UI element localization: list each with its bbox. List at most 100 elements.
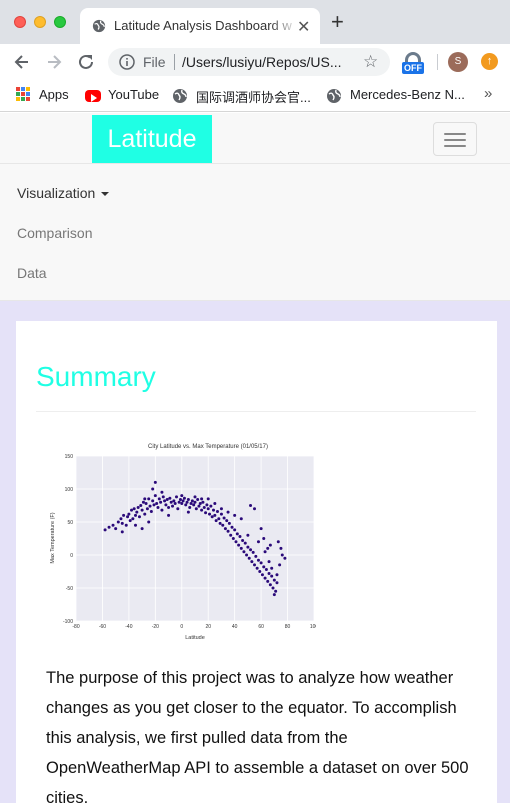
divider xyxy=(36,411,476,412)
scatter-point xyxy=(164,503,168,507)
url-text: /Users/lusiyu/Repos/US... xyxy=(182,54,342,70)
nav-item-visualization[interactable]: Visualization xyxy=(17,185,110,201)
scatter-point xyxy=(143,512,147,516)
brand-logo[interactable]: Latitude xyxy=(92,115,212,163)
scatter-point xyxy=(234,540,238,544)
scatter-point xyxy=(176,507,180,511)
scatter-point xyxy=(193,500,197,504)
navbar-toggle-button[interactable] xyxy=(433,122,477,156)
scatter-point xyxy=(163,499,167,503)
scatter-point xyxy=(149,509,153,513)
chart-ylabel: Max Temperature (F) xyxy=(50,512,56,563)
scatter-point xyxy=(267,560,271,564)
scatter-point xyxy=(219,512,223,516)
globe-icon xyxy=(92,19,106,33)
close-tab-icon[interactable]: ✕ xyxy=(297,19,311,36)
browser-tab[interactable]: Latitude Analysis Dashboard w ✕ xyxy=(80,8,320,44)
hamburger-line xyxy=(444,145,466,147)
scatter-point xyxy=(258,570,262,573)
reload-icon[interactable] xyxy=(76,52,96,72)
scatter-point xyxy=(268,543,272,547)
bookmark-mercedes[interactable]: Mercedes-Benz N... xyxy=(350,87,465,102)
scatter-point xyxy=(194,507,198,511)
scatter-point xyxy=(159,500,163,504)
nav-item-comparison[interactable]: Comparison xyxy=(17,225,93,241)
scatter-point xyxy=(120,521,124,525)
maximize-window-button[interactable] xyxy=(54,16,66,28)
scatter-point xyxy=(192,503,196,507)
info-icon[interactable] xyxy=(119,54,135,70)
address-bar[interactable]: File /Users/lusiyu/Repos/US... ☆ xyxy=(108,48,390,76)
hamburger-line xyxy=(444,133,466,135)
scatter-point xyxy=(147,497,151,501)
scatter-point xyxy=(180,494,184,498)
scatter-point xyxy=(217,517,221,521)
scatter-point xyxy=(279,546,283,550)
extension-off-icon[interactable]: OFF xyxy=(402,52,424,74)
scatter-point xyxy=(270,574,274,578)
x-tick-label: -20 xyxy=(152,624,159,630)
scatter-point xyxy=(221,523,225,527)
y-tick-label: -100 xyxy=(63,619,73,625)
scatter-point xyxy=(251,550,255,554)
x-tick-label: -80 xyxy=(72,624,79,630)
caret-down-icon xyxy=(101,192,110,197)
url-scheme: File xyxy=(143,54,166,70)
scatter-point xyxy=(171,504,175,508)
scatter-point xyxy=(200,497,204,501)
scatter-point xyxy=(200,508,204,512)
scatter-point xyxy=(120,530,124,534)
web-page: Latitude Visualization Comparison Data S… xyxy=(0,113,510,803)
more-bookmarks-icon[interactable]: » xyxy=(484,85,493,102)
scatter-point xyxy=(126,515,130,519)
latitude-temperature-chart[interactable]: City Latitude vs. Max Temperature (01/05… xyxy=(46,436,316,641)
scatter-point xyxy=(246,545,250,549)
profile-avatar[interactable]: S xyxy=(448,52,468,72)
x-tick-label: 0 xyxy=(180,624,183,630)
scatter-point xyxy=(165,498,169,502)
scatter-point xyxy=(208,512,212,516)
bookmarks-bar: Apps YouTube 国际调酒师协会官... Mercedes-Benz N… xyxy=(0,80,510,112)
scatter-point xyxy=(185,500,189,504)
scatter-point xyxy=(137,515,141,519)
scatter-point xyxy=(172,499,176,503)
scatter-point xyxy=(160,508,164,512)
navbar-header: Latitude xyxy=(0,113,510,164)
scatter-point xyxy=(213,502,217,506)
scatter-point xyxy=(178,498,182,502)
forward-arrow-icon[interactable] xyxy=(44,52,64,72)
scatter-point xyxy=(114,527,118,531)
scatter-point xyxy=(225,519,229,523)
new-tab-icon[interactable]: + xyxy=(331,9,344,34)
scatter-point xyxy=(223,527,227,531)
scatter-point xyxy=(204,511,208,515)
scatter-point xyxy=(233,528,237,532)
youtube-icon xyxy=(85,90,101,102)
scatter-point xyxy=(215,509,219,513)
bookmark-star-icon[interactable]: ☆ xyxy=(363,52,379,71)
chart-xlabel: Latitude xyxy=(185,635,205,641)
scatter-point xyxy=(227,521,231,525)
scatter-point xyxy=(139,504,143,507)
scatter-point xyxy=(174,495,178,499)
scatter-point xyxy=(213,513,217,517)
back-arrow-icon[interactable] xyxy=(12,52,32,72)
bookmark-youtube[interactable]: YouTube xyxy=(108,87,160,102)
scatter-point xyxy=(201,500,205,504)
chart-title: City Latitude vs. Max Temperature (01/05… xyxy=(148,444,268,450)
hamburger-line xyxy=(444,139,466,141)
bookmark-bartender[interactable]: 国际调酒师协会官... xyxy=(196,90,311,105)
nav-item-data[interactable]: Data xyxy=(17,265,47,281)
close-window-button[interactable] xyxy=(14,16,26,28)
scatter-point xyxy=(272,578,276,582)
extension-orange-icon[interactable]: ↑ xyxy=(481,53,498,70)
minimize-window-button[interactable] xyxy=(34,16,46,28)
scatter-point xyxy=(270,566,274,570)
bookmark-apps[interactable]: Apps xyxy=(39,87,69,102)
scatter-point xyxy=(283,556,287,560)
scatter-point xyxy=(153,494,157,498)
scatter-point xyxy=(267,571,271,575)
scatter-point xyxy=(239,517,243,521)
browser-tab-strip: Latitude Analysis Dashboard w ✕ + xyxy=(0,0,510,44)
x-tick-label: -60 xyxy=(99,624,106,630)
